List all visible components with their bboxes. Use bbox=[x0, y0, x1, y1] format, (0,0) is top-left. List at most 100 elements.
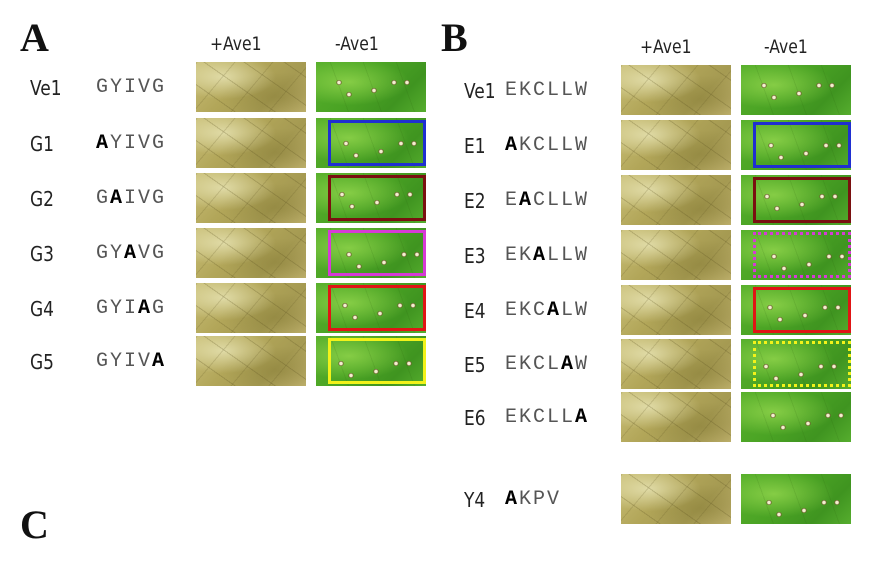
panel-b-e1-lesion bbox=[778, 155, 784, 160]
panel-b-column-plus-ave1: +Ave1 bbox=[640, 36, 692, 58]
panel-a-g4-plus-ave1-leaf-image bbox=[196, 283, 306, 333]
panel-a-g3-lesion bbox=[414, 252, 420, 257]
panel-a-g2-highlight-box bbox=[328, 175, 426, 221]
panel-b-e3-sequence-suffix: LLW bbox=[547, 244, 590, 267]
panel-b-y4-lesion bbox=[776, 512, 782, 517]
panel-b-e4-label: E4 bbox=[464, 299, 486, 323]
panel-b-e3-minus-ave1-leaf-image bbox=[741, 230, 851, 280]
panel-a-g3-highlight-box bbox=[328, 230, 426, 276]
panel-b-e6-sequence-substitution: A bbox=[575, 406, 590, 429]
panel-b-e1-plus-ave1-leaf-image bbox=[621, 120, 731, 170]
panel-a-g2-lesion bbox=[349, 204, 355, 209]
panel-a-g4-sequence-suffix: G bbox=[152, 297, 167, 320]
panel-b-e1-sequence-suffix: KCLLW bbox=[519, 134, 590, 157]
panel-b-e1-label: E1 bbox=[464, 134, 486, 158]
panel-a-g1-minus-ave1-leaf-image bbox=[316, 118, 426, 168]
panel-b-y4-sequence: AKPV bbox=[505, 488, 561, 511]
panel-b-e2-sequence-prefix: E bbox=[505, 189, 520, 212]
panel-a-g4-highlight-box bbox=[328, 285, 426, 331]
panel-b-e5-sequence-suffix: W bbox=[575, 353, 590, 376]
panel-b-e1-lesion bbox=[768, 143, 774, 148]
panel-b-y4-plus-ave1-leaf-image bbox=[621, 474, 731, 524]
panel-b-e1-minus-ave1-leaf-image bbox=[741, 120, 851, 170]
panel-b-e5-minus-ave1-leaf-image bbox=[741, 339, 851, 389]
panel-b-e3-lesion bbox=[839, 254, 845, 259]
panel-b-ve1-lesion bbox=[796, 91, 802, 96]
panel-b-e4-sequence: EKCALW bbox=[505, 299, 589, 322]
panel-a-g4-sequence-prefix: GYI bbox=[96, 297, 139, 320]
panel-a-g4-sequence-substitution: A bbox=[138, 297, 153, 320]
panel-a-g1-lesion bbox=[353, 153, 359, 158]
panel-b-y4-sequence-substitution: A bbox=[505, 488, 520, 511]
panel-a-g3-label: G3 bbox=[30, 242, 54, 266]
panel-b-column-minus-ave1: -Ave1 bbox=[764, 36, 808, 58]
panel-a-g4-lesion bbox=[352, 315, 358, 320]
panel-a-g1-sequence-substitution: A bbox=[96, 132, 111, 155]
panel-b-e5-sequence-substitution: A bbox=[561, 353, 576, 376]
panel-a-column-plus-ave1: +Ave1 bbox=[210, 33, 262, 55]
panel-b-e6-label: E6 bbox=[464, 406, 486, 430]
panel-a-ve1-lesion bbox=[336, 80, 342, 85]
panel-b-e1-sequence: AKCLLW bbox=[505, 134, 589, 157]
panel-label-c: C bbox=[20, 502, 49, 547]
panel-a-g2-lesion bbox=[374, 200, 380, 205]
panel-b-e4-lesion bbox=[822, 305, 828, 310]
panel-b-y4-lesion bbox=[801, 508, 807, 513]
panel-a-ve1-lesion bbox=[391, 80, 397, 85]
panel-a-g1-plus-ave1-leaf-image bbox=[196, 118, 306, 168]
panel-b-e6-minus-ave1-leaf-image bbox=[741, 392, 851, 442]
panel-a-g3-lesion bbox=[356, 264, 362, 269]
panel-b-y4-lesion bbox=[821, 500, 827, 505]
panel-b-ve1-lesion bbox=[829, 83, 835, 88]
panel-b-e2-label: E2 bbox=[464, 189, 486, 213]
panel-b-e4-lesion bbox=[835, 305, 841, 310]
panel-b-e5-sequence: EKCLAW bbox=[505, 353, 589, 376]
panel-label-a: A bbox=[20, 15, 49, 60]
panel-b-e5-highlight-box bbox=[753, 341, 851, 387]
panel-b-e4-minus-ave1-leaf-image bbox=[741, 285, 851, 335]
panel-b-e5-lesion bbox=[798, 372, 804, 377]
panel-a-ve1-sequence-prefix: GYIVG bbox=[96, 76, 167, 99]
panel-a-g5-label: G5 bbox=[30, 350, 54, 374]
panel-b-ve1-lesion bbox=[761, 83, 767, 88]
panel-b-e3-lesion bbox=[826, 254, 832, 259]
panel-a-ve1-lesion bbox=[371, 88, 377, 93]
panel-a-g1-lesion bbox=[378, 149, 384, 154]
panel-a-g3-lesion bbox=[346, 252, 352, 257]
panel-b-e1-sequence-substitution: A bbox=[505, 134, 520, 157]
panel-b-e3-lesion bbox=[771, 254, 777, 259]
panel-b-e5-lesion bbox=[818, 364, 824, 369]
panel-b-e6-sequence-prefix: EKCLL bbox=[505, 406, 576, 429]
panel-a-g5-sequence: GYIVA bbox=[96, 350, 166, 373]
panel-a-ve1-plus-ave1-leaf-image bbox=[196, 62, 306, 112]
panel-a-g4-lesion bbox=[410, 303, 416, 308]
panel-b-e5-lesion bbox=[831, 364, 837, 369]
panel-b-e6-lesion bbox=[838, 413, 844, 418]
panel-a-g2-lesion bbox=[407, 192, 413, 197]
panel-a-g2-sequence-substitution: A bbox=[110, 187, 125, 210]
panel-a-g2-sequence-suffix: IVG bbox=[124, 187, 167, 210]
panel-b-e6-lesion bbox=[825, 413, 831, 418]
panel-a-column-minus-ave1: -Ave1 bbox=[335, 33, 379, 55]
panel-b-ve1-plus-ave1-leaf-image bbox=[621, 65, 731, 115]
panel-b-ve1-sequence: EKCLLW bbox=[505, 79, 589, 102]
panel-b-e5-lesion bbox=[763, 364, 769, 369]
panel-a-g1-label: G1 bbox=[30, 132, 54, 156]
panel-a-g5-minus-ave1-leaf-image bbox=[316, 336, 426, 386]
panel-a-g2-sequence-prefix: G bbox=[96, 187, 111, 210]
panel-a-g3-lesion bbox=[381, 260, 387, 265]
panel-a-g3-sequence: GYAVG bbox=[96, 242, 166, 265]
panel-b-e6-lesion bbox=[780, 425, 786, 430]
panel-b-e2-sequence-substitution: A bbox=[519, 189, 534, 212]
panel-b-y4-sequence-suffix: KPV bbox=[519, 488, 562, 511]
panel-a-g3-sequence-substitution: A bbox=[124, 242, 139, 265]
panel-b-e2-plus-ave1-leaf-image bbox=[621, 175, 731, 225]
panel-a-g3-minus-ave1-leaf-image bbox=[316, 228, 426, 278]
panel-b-e4-sequence-substitution: A bbox=[547, 299, 562, 322]
panel-b-e4-lesion bbox=[777, 317, 783, 322]
panel-b-y4-label: Y4 bbox=[464, 488, 486, 512]
panel-b-ve1-lesion bbox=[816, 83, 822, 88]
panel-b-e1-lesion bbox=[823, 143, 829, 148]
panel-b-e1-lesion bbox=[803, 151, 809, 156]
panel-a-g1-lesion bbox=[398, 141, 404, 146]
